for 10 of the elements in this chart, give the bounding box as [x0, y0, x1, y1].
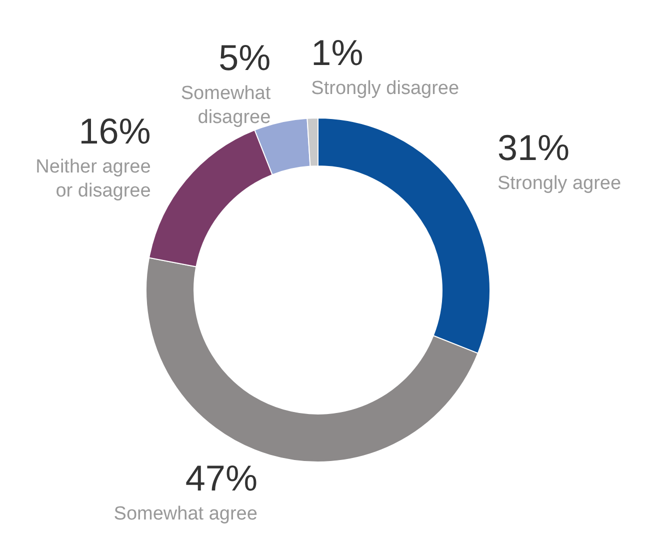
- data-label: 31%: [497, 127, 570, 168]
- slice-label: Somewhat agree: [114, 503, 258, 524]
- data-label: 1%: [311, 32, 364, 74]
- slice-label: Neither agree or disagree: [36, 156, 151, 202]
- data-label: 5%: [218, 37, 271, 78]
- slice-label: Strongly disagree: [311, 78, 460, 100]
- slice-label: Strongly agree: [497, 173, 622, 194]
- data-label: 16%: [78, 110, 151, 152]
- data-label: 47%: [185, 457, 258, 498]
- slice-label: Somewhat disagree: [180, 83, 272, 128]
